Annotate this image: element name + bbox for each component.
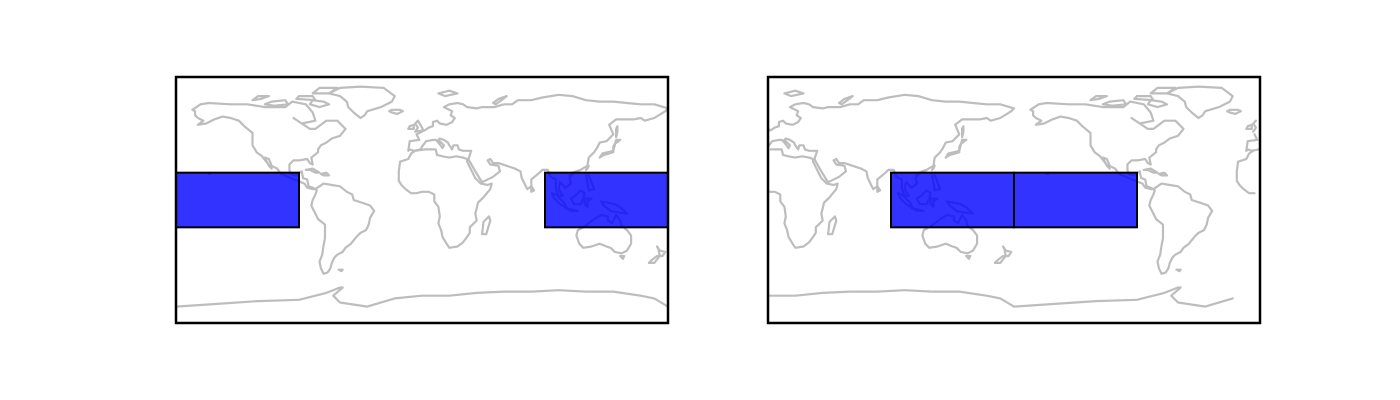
coastline <box>1029 100 1185 191</box>
coastline <box>1226 108 1242 115</box>
coastline <box>304 167 321 174</box>
coastline <box>656 245 667 258</box>
coastline <box>615 125 619 139</box>
coastlines <box>768 85 1260 308</box>
coastline <box>1175 268 1182 273</box>
coastline <box>388 108 404 115</box>
coastline <box>876 185 882 193</box>
coastline <box>530 185 536 193</box>
coastline <box>584 164 590 171</box>
region-east-of-dateline <box>544 171 668 229</box>
coastline <box>619 254 626 260</box>
coastline <box>1166 85 1234 120</box>
coastline <box>1245 148 1260 152</box>
coastline <box>308 99 331 109</box>
coastline <box>838 95 854 106</box>
coastline <box>944 138 968 159</box>
coastline <box>295 95 317 102</box>
coastline <box>827 215 838 236</box>
coastline <box>1133 95 1155 102</box>
coastline <box>965 254 972 260</box>
coastline <box>598 138 622 159</box>
coastline <box>437 89 459 98</box>
coastline <box>1157 171 1169 177</box>
coastline <box>1149 86 1177 95</box>
coastline <box>319 171 331 177</box>
coastline <box>783 89 805 98</box>
coastline <box>481 215 492 236</box>
coastline <box>328 85 396 120</box>
map-panel-left <box>174 75 670 325</box>
coastline <box>993 254 1007 264</box>
coastline <box>1146 99 1169 109</box>
coastline <box>961 125 965 139</box>
coastline <box>1101 99 1128 107</box>
coastline <box>397 148 493 249</box>
coastline <box>492 95 508 106</box>
region-west-of-dateline <box>890 171 1015 229</box>
coastline <box>251 95 270 102</box>
map-content <box>768 85 1260 308</box>
coastline <box>1142 167 1159 174</box>
coastline <box>1235 170 1256 195</box>
coastline <box>1148 182 1214 275</box>
coastline <box>414 119 425 133</box>
coastline <box>768 148 839 249</box>
coastline <box>337 268 344 273</box>
coastline <box>1089 95 1108 102</box>
coastline <box>310 182 376 275</box>
coastline <box>1012 286 1234 308</box>
region-west-of-dateline <box>176 171 300 229</box>
coastline <box>768 289 1016 308</box>
coastline <box>1252 119 1257 133</box>
coastline <box>263 99 290 107</box>
coastline <box>311 86 339 95</box>
coastline <box>1245 133 1259 152</box>
coastline <box>930 164 936 171</box>
coastline <box>1002 245 1013 258</box>
coastline <box>1245 123 1253 130</box>
coastline <box>407 123 415 130</box>
region-east-of-dateline <box>1013 171 1138 229</box>
map-content <box>176 85 668 308</box>
map-panel-right <box>766 75 1262 325</box>
coastline <box>647 254 661 264</box>
map-frame <box>174 75 670 325</box>
map-frame <box>766 75 1262 325</box>
coastline <box>191 100 347 191</box>
coastline <box>1235 149 1255 173</box>
coastline <box>176 286 668 308</box>
